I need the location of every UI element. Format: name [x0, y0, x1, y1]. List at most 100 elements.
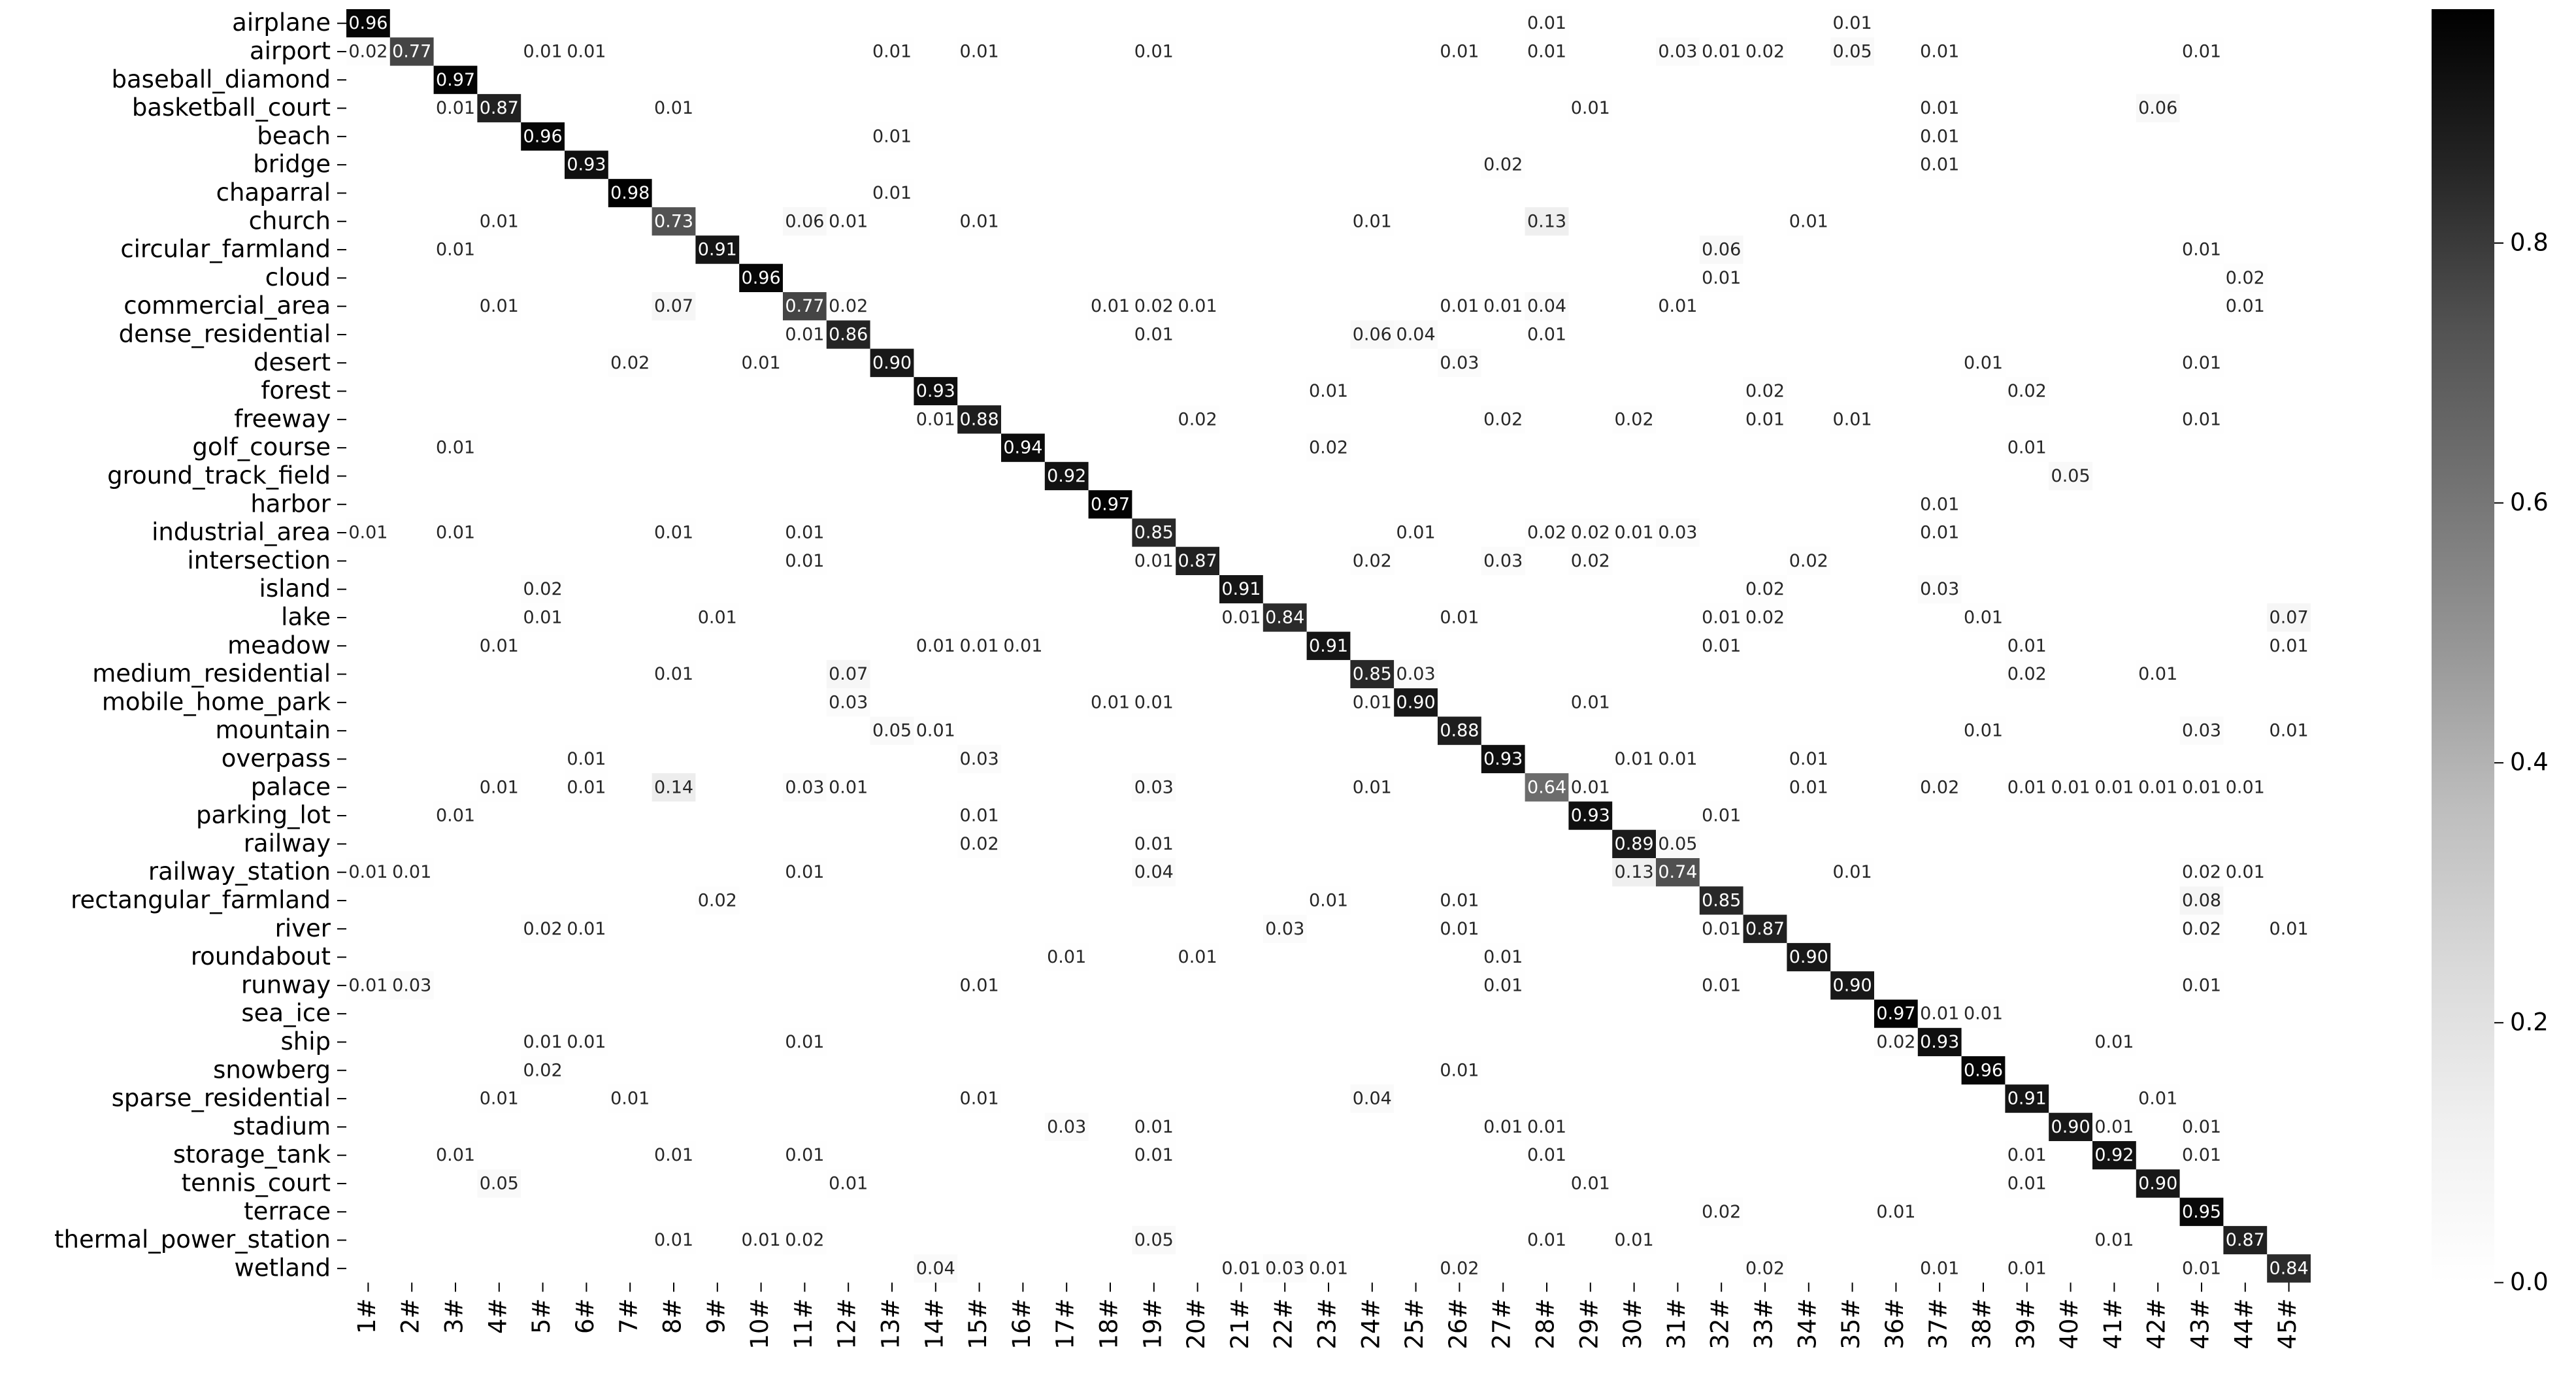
cell-label: 0.05	[1134, 1230, 1174, 1250]
cell-label: 0.01	[785, 1145, 824, 1165]
x-tick-label: 19#	[1138, 1299, 1166, 1350]
heatmap-cell	[1525, 1141, 1569, 1170]
cell-label: 0.96	[523, 126, 563, 146]
cell-label: 0.06	[1702, 240, 1741, 260]
heatmap-cell	[1132, 518, 1176, 547]
heatmap-cell	[1176, 546, 1219, 575]
heatmap-cell	[1917, 37, 1962, 66]
cell-label: 0.01	[436, 523, 475, 543]
cell-label: 0.01	[2094, 777, 2134, 797]
cell-label: 0.01	[1483, 947, 1523, 967]
heatmap-cell	[1656, 858, 1700, 887]
cell-label: 0.02	[1789, 551, 1828, 571]
cell-label: 0.01	[1527, 1117, 1566, 1137]
heatmap-cell	[477, 1169, 521, 1198]
heatmap-cell	[870, 37, 914, 66]
heatmap-cell	[652, 207, 696, 236]
heatmap-cell	[1961, 1056, 2006, 1085]
heatmap-cell	[1568, 1169, 1613, 1198]
y-tick-label: dense_residential	[119, 320, 331, 348]
heatmap-cell	[1568, 93, 1613, 123]
heatmap-cell	[1699, 886, 1743, 915]
cell-label: 0.01	[829, 1173, 868, 1193]
heatmap-cell	[1263, 603, 1307, 632]
x-tick-label: 27#	[1488, 1299, 1516, 1350]
cell-label: 0.01	[1353, 692, 1392, 712]
y-tick-label: railway	[244, 829, 331, 857]
heatmap-cell	[783, 320, 827, 349]
cell-label: 0.89	[1615, 834, 1654, 854]
cell-label: 0.92	[1047, 466, 1086, 486]
heatmap-cell	[1132, 292, 1176, 321]
heatmap-cell	[1219, 603, 1263, 632]
heatmap-cell	[1438, 914, 1481, 943]
cell-label: 0.01	[2182, 1145, 2221, 1165]
cell-label: 0.01	[1527, 41, 1566, 61]
heatmap-cell	[1699, 971, 1743, 1000]
heatmap-cell	[1438, 716, 1481, 745]
y-tick-label: airport	[250, 37, 331, 65]
heatmap-cell	[2136, 773, 2180, 802]
cell-label: 0.02	[1920, 777, 1959, 797]
cell-label: 0.01	[2138, 1089, 2177, 1109]
y-tick-label: freeway	[234, 405, 331, 433]
cell-label: 0.02	[348, 41, 388, 61]
cell-label: 0.01	[1440, 41, 1479, 61]
heatmap-cell	[1350, 546, 1395, 575]
cell-label: 0.01	[567, 41, 606, 61]
cell-label: 0.01	[1178, 296, 1217, 316]
heatmap-cell	[565, 150, 608, 179]
y-tick-label: desert	[254, 348, 331, 376]
heatmap-cell	[1481, 546, 1525, 575]
cell-label: 0.01	[392, 862, 431, 882]
cell-label: 0.04	[1134, 862, 1174, 882]
cell-label: 0.05	[1833, 41, 1872, 61]
heatmap-cell	[1699, 631, 1743, 660]
cell-label: 0.01	[1003, 636, 1042, 656]
heatmap-cell	[957, 405, 1001, 434]
x-tick-label: 45#	[2273, 1299, 2302, 1350]
heatmap-cell	[2005, 433, 2049, 462]
heatmap-cell	[783, 1027, 827, 1057]
heatmap-cell	[1438, 292, 1481, 321]
x-tick-label: 42#	[2143, 1299, 2171, 1350]
cell-label: 0.01	[1789, 749, 1828, 769]
heatmap-cell	[1699, 914, 1743, 943]
cell-label: 0.02	[2226, 268, 2265, 288]
heatmap-cell	[1132, 37, 1176, 66]
cell-label: 0.96	[742, 268, 781, 288]
heatmap-cell	[1306, 631, 1351, 660]
heatmap-cell	[1394, 659, 1438, 689]
heatmap-cell	[695, 603, 740, 632]
cell-label: 0.90	[2051, 1117, 2090, 1137]
y-tick-label: roundabout	[191, 942, 331, 971]
cell-label: 0.01	[1702, 41, 1741, 61]
cell-label: 0.02	[2182, 862, 2221, 882]
heatmap-cell	[1656, 37, 1700, 66]
heatmap-cell	[1917, 518, 1962, 547]
y-tick-label: cloud	[265, 263, 331, 291]
heatmap-cell	[521, 1056, 565, 1085]
cell-label: 0.01	[785, 523, 824, 543]
y-tick-label: rectangular_farmland	[71, 886, 331, 914]
cell-label: 0.01	[2094, 1230, 2134, 1250]
x-tick-label: 8#	[659, 1299, 687, 1335]
heatmap-cell	[2267, 716, 2311, 745]
cell-label: 0.01	[436, 438, 475, 458]
cell-label: 0.01	[1353, 211, 1392, 231]
heatmap-cell	[1438, 886, 1481, 915]
cell-label: 0.01	[2182, 1117, 2221, 1137]
x-tick-label: 24#	[1357, 1299, 1385, 1350]
cell-label: 0.03	[1265, 919, 1304, 939]
cell-label: 0.06	[2138, 98, 2177, 118]
cell-label: 0.01	[1483, 1117, 1523, 1137]
heatmap-cell	[477, 1084, 521, 1113]
heatmap-cell	[1787, 207, 1831, 236]
heatmap-cell	[1525, 773, 1569, 802]
y-tick-label: sea_ice	[241, 999, 331, 1027]
heatmap-cell	[1917, 575, 1962, 604]
heatmap-cell	[2179, 773, 2224, 802]
heatmap-cell	[1001, 631, 1045, 660]
heatmap-cell	[1350, 320, 1395, 349]
